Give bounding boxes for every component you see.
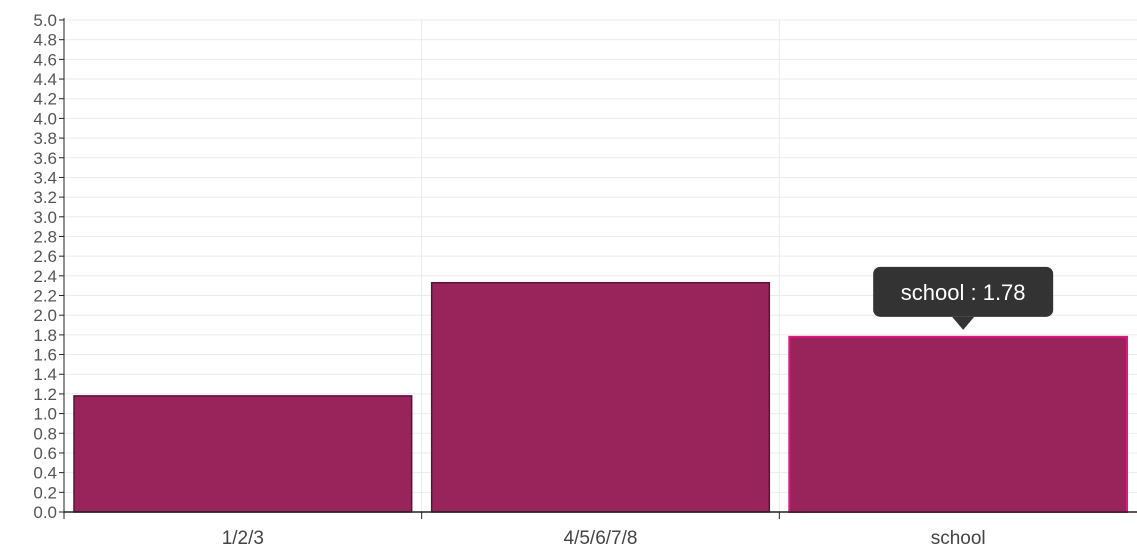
y-tick-label: 3.2 <box>33 188 57 207</box>
grid-lines <box>64 19 1137 512</box>
tooltip-arrow <box>952 316 975 330</box>
y-tick-label: 1.6 <box>33 346 57 365</box>
bar-school[interactable] <box>788 335 1128 513</box>
tooltip-text: school : 1.78 <box>901 280 1026 305</box>
y-tick-label: 0.4 <box>33 464 57 483</box>
y-tick-label: 4.0 <box>33 109 57 128</box>
y-tick-label: 4.2 <box>33 90 57 109</box>
x-tick-label: 4/5/6/7/8 <box>564 528 638 549</box>
y-tick-label: 4.6 <box>33 50 57 69</box>
x-tick-label: 1/2/3 <box>222 528 264 549</box>
axes: 0.00.20.40.60.81.01.21.41.61.82.02.22.42… <box>33 11 1137 549</box>
y-tick-label: 0.2 <box>33 483 57 502</box>
y-tick-label: 3.4 <box>33 168 57 187</box>
bars <box>73 281 1128 513</box>
y-tick-label: 4.4 <box>33 70 57 89</box>
y-tick-label: 3.8 <box>33 129 57 148</box>
bar-1-2-3[interactable] <box>73 395 413 513</box>
bar-4-5-6-7-8[interactable] <box>430 281 771 513</box>
y-tick-label: 4.8 <box>33 31 57 50</box>
tooltip: school : 1.78 <box>873 266 1054 330</box>
y-tick-label: 0.0 <box>33 503 57 522</box>
y-tick-label: 1.8 <box>33 326 57 345</box>
y-tick-label: 1.0 <box>33 405 57 424</box>
y-tick-label: 2.0 <box>33 306 57 325</box>
y-tick-label: 2.6 <box>33 247 57 266</box>
y-tick-label: 1.4 <box>33 365 57 384</box>
y-tick-label: 0.8 <box>33 424 57 443</box>
y-tick-label: 5.0 <box>33 11 57 30</box>
tooltip-box <box>873 266 1054 317</box>
y-tick-label: 2.2 <box>33 287 57 306</box>
y-tick-label: 2.8 <box>33 227 57 246</box>
y-tick-label: 3.6 <box>33 149 57 168</box>
y-tick-label: 1.2 <box>33 385 57 404</box>
x-tick-label: school <box>931 528 986 549</box>
y-tick-label: 2.4 <box>33 267 57 286</box>
y-tick-label: 3.0 <box>33 208 57 227</box>
y-tick-label: 0.6 <box>33 444 57 463</box>
